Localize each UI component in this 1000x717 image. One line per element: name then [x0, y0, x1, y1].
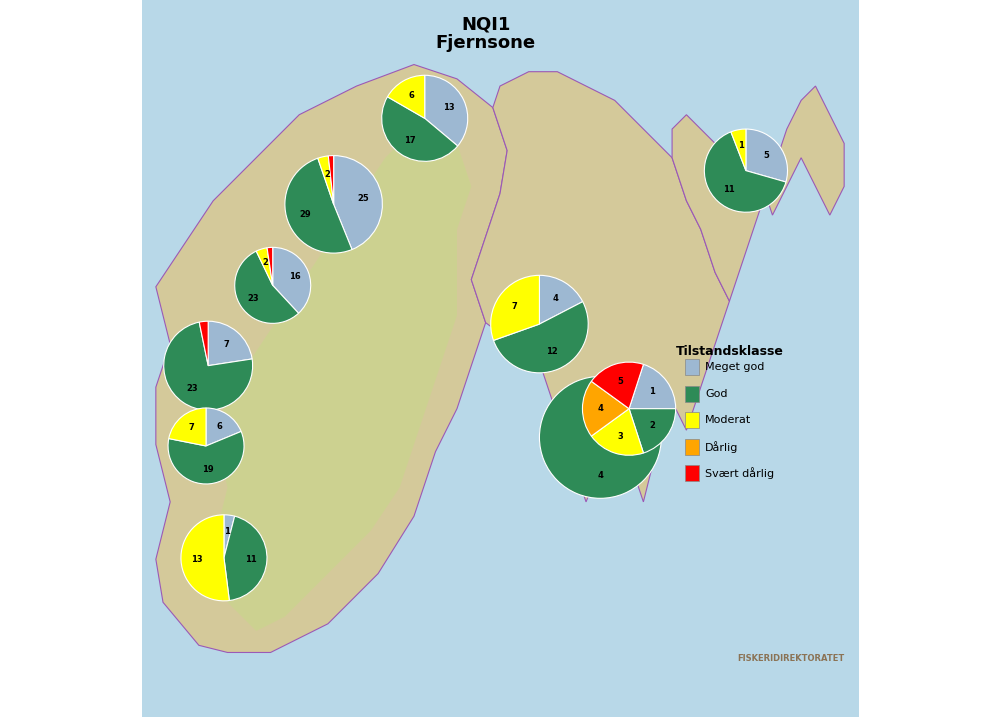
- Text: 25: 25: [357, 194, 369, 203]
- Wedge shape: [539, 376, 661, 498]
- Text: 2: 2: [649, 421, 655, 430]
- Text: 5: 5: [764, 151, 769, 160]
- Wedge shape: [382, 97, 458, 161]
- Bar: [685, 439, 699, 455]
- Wedge shape: [208, 321, 252, 366]
- Wedge shape: [629, 364, 676, 409]
- Text: 6: 6: [216, 422, 222, 431]
- Text: 5: 5: [617, 376, 623, 386]
- Wedge shape: [582, 381, 629, 436]
- Wedge shape: [273, 247, 311, 313]
- Wedge shape: [181, 515, 229, 601]
- Wedge shape: [285, 158, 352, 253]
- Polygon shape: [142, 0, 858, 717]
- Wedge shape: [387, 75, 425, 118]
- Text: 4: 4: [552, 294, 558, 303]
- Wedge shape: [629, 409, 676, 453]
- Text: 17: 17: [404, 136, 415, 145]
- Wedge shape: [334, 156, 382, 250]
- Text: 23: 23: [187, 384, 198, 393]
- Wedge shape: [267, 247, 273, 285]
- Wedge shape: [318, 156, 334, 204]
- Wedge shape: [168, 432, 244, 484]
- Polygon shape: [672, 86, 844, 301]
- Wedge shape: [704, 132, 786, 212]
- Text: 1: 1: [224, 527, 230, 536]
- Text: 4: 4: [597, 404, 603, 413]
- Wedge shape: [491, 275, 539, 341]
- Wedge shape: [746, 129, 788, 182]
- Text: God: God: [705, 389, 728, 399]
- Text: 2: 2: [324, 171, 330, 179]
- Text: 7: 7: [188, 423, 194, 432]
- Text: 1: 1: [738, 141, 744, 150]
- Text: Svært dårlig: Svært dårlig: [705, 467, 774, 479]
- Wedge shape: [493, 302, 588, 373]
- Bar: [685, 465, 699, 481]
- Wedge shape: [169, 408, 206, 446]
- Text: 13: 13: [192, 555, 203, 564]
- Bar: [685, 386, 699, 402]
- Polygon shape: [471, 72, 729, 502]
- Text: NQI1: NQI1: [461, 16, 510, 34]
- Bar: [685, 412, 699, 428]
- Text: 13: 13: [443, 103, 455, 112]
- Text: 7: 7: [512, 302, 518, 311]
- Wedge shape: [539, 275, 583, 324]
- Bar: [685, 359, 699, 375]
- Text: 12: 12: [546, 347, 557, 356]
- Text: 3: 3: [617, 432, 623, 441]
- Text: Moderat: Moderat: [705, 415, 751, 425]
- Text: 19: 19: [203, 465, 214, 474]
- Text: 29: 29: [300, 211, 311, 219]
- Text: 7: 7: [223, 341, 229, 349]
- Text: 4: 4: [597, 470, 603, 480]
- Wedge shape: [235, 251, 299, 323]
- Text: 11: 11: [723, 185, 734, 194]
- Wedge shape: [224, 516, 267, 601]
- Text: 11: 11: [245, 555, 256, 564]
- Wedge shape: [206, 408, 241, 446]
- Wedge shape: [731, 129, 746, 171]
- Wedge shape: [425, 75, 468, 146]
- Polygon shape: [156, 65, 507, 652]
- Text: 23: 23: [247, 294, 259, 303]
- Text: Meget god: Meget god: [705, 362, 764, 372]
- Text: 16: 16: [289, 272, 301, 281]
- Wedge shape: [256, 248, 273, 285]
- Wedge shape: [328, 156, 334, 204]
- Wedge shape: [591, 362, 643, 409]
- Wedge shape: [199, 321, 208, 366]
- Wedge shape: [164, 322, 253, 410]
- Text: 1: 1: [649, 387, 655, 397]
- Text: Fjernsone: Fjernsone: [436, 34, 536, 52]
- Text: Tilstandsklasse: Tilstandsklasse: [676, 345, 784, 358]
- Wedge shape: [224, 515, 235, 558]
- Text: Dårlig: Dårlig: [705, 441, 738, 452]
- Polygon shape: [213, 115, 471, 631]
- Text: 6: 6: [408, 91, 414, 100]
- Text: 2: 2: [263, 258, 269, 267]
- Wedge shape: [591, 409, 643, 455]
- Text: FISKERIDIREKTORATET: FISKERIDIREKTORATET: [737, 654, 844, 663]
